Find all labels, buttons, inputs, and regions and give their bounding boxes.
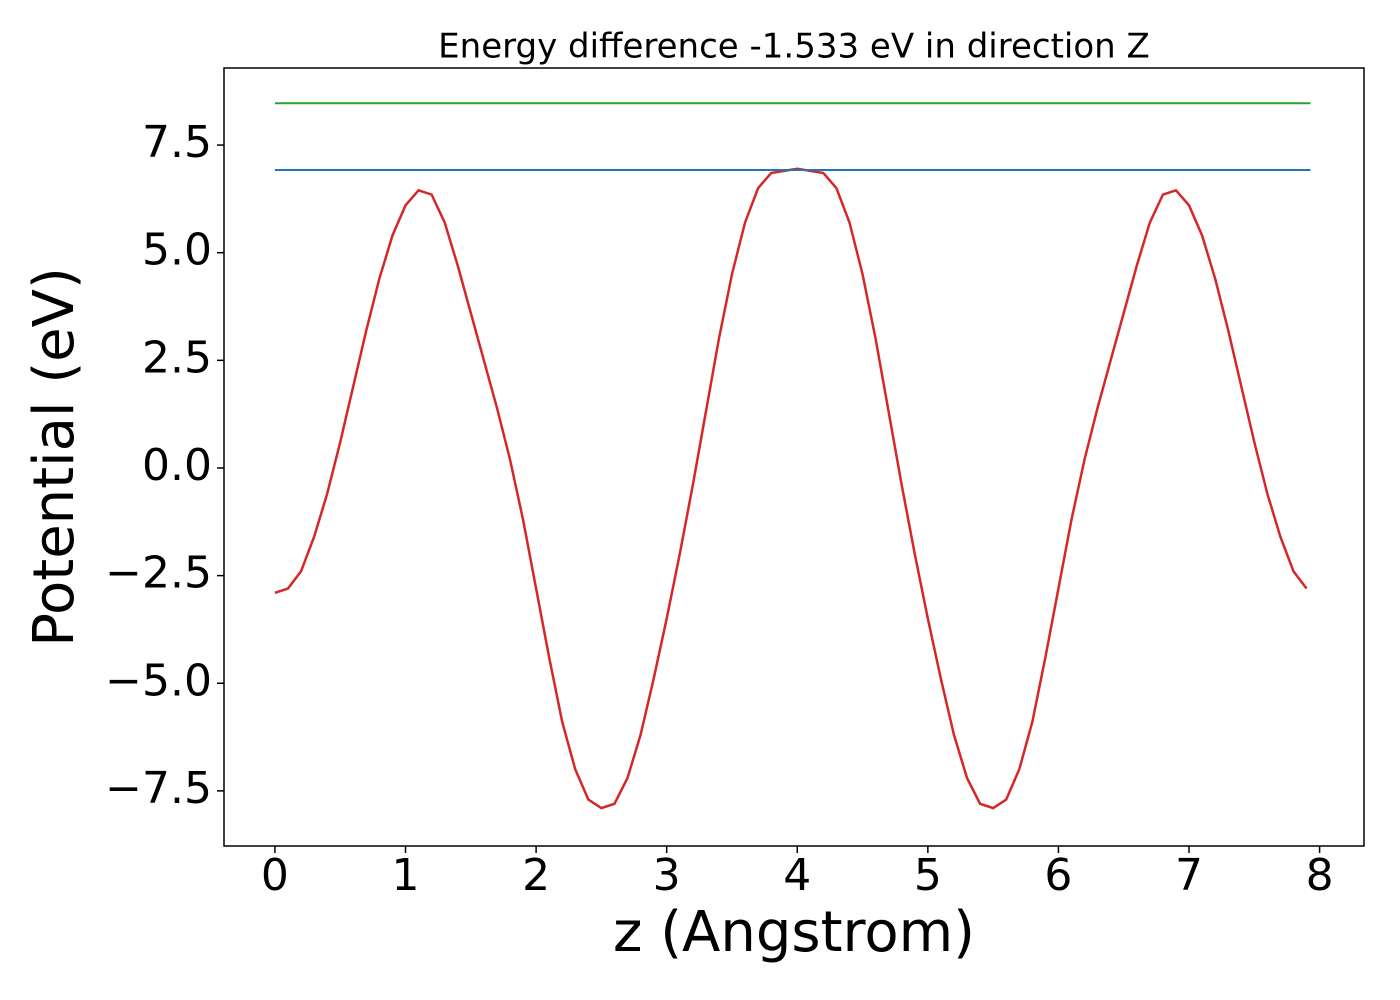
y-tick-label: −5.0 <box>105 655 212 706</box>
x-tick-label: 4 <box>783 850 811 901</box>
y-tick-label: 2.5 <box>142 332 212 383</box>
x-tick-label: 2 <box>522 850 550 901</box>
x-tick-label: 3 <box>653 850 681 901</box>
x-tick-label: 6 <box>1044 850 1072 901</box>
y-tick-label: 5.0 <box>142 225 212 276</box>
x-tick-label: 1 <box>392 850 420 901</box>
x-tick-label: 5 <box>914 850 942 901</box>
series-line <box>274 167 1308 810</box>
y-tick-label: −2.5 <box>105 548 212 599</box>
x-tick-label: 8 <box>1306 850 1334 901</box>
chart-title: Energy difference -1.533 eV in direction… <box>438 27 1150 67</box>
y-tick-label: 7.5 <box>142 117 212 168</box>
x-axis-label: z (Angstrom) <box>613 900 975 965</box>
x-tick-label: 7 <box>1175 850 1203 901</box>
y-tick-label: −7.5 <box>105 763 212 814</box>
y-axis-label: Potential (eV) <box>22 267 87 647</box>
x-tick-label: 0 <box>261 850 289 901</box>
plot-frame <box>223 67 1365 847</box>
y-tick-label: 0.0 <box>142 440 212 491</box>
